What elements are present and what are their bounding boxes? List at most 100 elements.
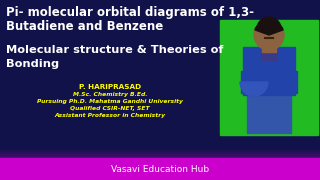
Bar <box>0 148 320 149</box>
Bar <box>0 148 320 149</box>
Bar <box>0 126 320 127</box>
Bar <box>0 108 320 109</box>
Bar <box>0 161 320 162</box>
Circle shape <box>254 20 284 50</box>
Bar <box>0 136 320 137</box>
Bar <box>0 50 320 51</box>
Bar <box>0 76 320 77</box>
Bar <box>0 147 320 148</box>
Bar <box>0 10 320 11</box>
Bar <box>0 70 320 71</box>
Bar <box>0 165 320 166</box>
Bar <box>0 90 320 91</box>
Bar <box>0 18 320 19</box>
Bar <box>0 81 320 82</box>
Bar <box>0 52 320 53</box>
Bar <box>0 111 320 112</box>
Bar <box>0 64 320 65</box>
Bar <box>0 47 320 48</box>
Bar <box>0 24 320 25</box>
Bar <box>0 103 320 104</box>
Text: M.Sc. Chemistry B.Ed.: M.Sc. Chemistry B.Ed. <box>73 92 147 97</box>
Bar <box>0 114 320 115</box>
Bar <box>0 97 320 98</box>
Bar <box>0 85 320 86</box>
Bar <box>0 79 320 80</box>
Bar <box>0 22 320 23</box>
Bar <box>0 81 320 82</box>
Bar <box>0 135 320 136</box>
Bar <box>0 143 320 144</box>
Wedge shape <box>257 17 281 29</box>
Bar <box>0 26 320 27</box>
Bar <box>0 130 320 131</box>
Bar <box>0 54 320 55</box>
Bar <box>0 28 320 29</box>
Bar <box>0 30 320 31</box>
Bar <box>0 153 320 154</box>
Bar <box>0 48 320 49</box>
Bar <box>0 45 320 46</box>
Text: Butadiene and Benzene: Butadiene and Benzene <box>6 20 163 33</box>
Bar <box>0 138 320 139</box>
Bar <box>0 18 320 19</box>
Bar <box>0 57 320 58</box>
Bar <box>0 163 320 164</box>
Bar <box>0 141 320 142</box>
Bar <box>0 13 320 14</box>
Bar <box>0 73 320 74</box>
Bar <box>0 149 320 150</box>
Bar <box>0 46 320 47</box>
Bar <box>0 155 320 156</box>
Bar <box>0 59 320 60</box>
Text: Vasavi Education Hub: Vasavi Education Hub <box>111 165 209 174</box>
Bar <box>0 144 320 145</box>
Bar <box>0 0 320 1</box>
Text: Assistant Professor in Chemistry: Assistant Professor in Chemistry <box>54 113 165 118</box>
Bar <box>0 30 320 31</box>
Bar <box>0 10 320 11</box>
Bar <box>0 111 320 112</box>
Bar <box>0 145 320 146</box>
Bar <box>0 101 320 102</box>
Bar <box>0 44 320 45</box>
Bar <box>0 55 320 56</box>
Bar <box>0 125 320 126</box>
Bar <box>0 142 320 143</box>
Bar <box>0 172 320 173</box>
Bar <box>0 51 320 52</box>
Bar <box>0 87 320 88</box>
Bar <box>0 84 320 85</box>
Bar <box>0 64 320 65</box>
Bar <box>0 20 320 21</box>
Text: Qualified CSIR-NET, SET: Qualified CSIR-NET, SET <box>70 106 150 111</box>
Bar <box>0 150 320 151</box>
Bar <box>0 46 320 47</box>
Bar <box>0 112 320 113</box>
Bar <box>0 134 320 135</box>
Bar <box>0 166 320 167</box>
Bar <box>0 62 320 63</box>
Bar <box>0 105 320 106</box>
Bar <box>0 51 320 52</box>
Bar <box>0 74 320 75</box>
Bar <box>0 98 320 99</box>
Bar <box>0 35 320 36</box>
Bar <box>0 108 320 109</box>
Bar <box>0 73 320 74</box>
Bar <box>0 1 320 2</box>
Bar <box>0 28 320 29</box>
Bar <box>0 96 320 97</box>
Bar <box>0 3 320 4</box>
Bar <box>0 151 320 152</box>
Bar <box>0 145 320 146</box>
Bar <box>0 122 320 123</box>
Bar <box>0 127 320 128</box>
Text: Molecular structure & Theories of: Molecular structure & Theories of <box>6 45 223 55</box>
Bar <box>0 166 320 167</box>
Bar <box>0 41 320 42</box>
Bar <box>0 178 320 179</box>
Bar <box>0 72 320 73</box>
Bar <box>0 118 320 119</box>
Bar <box>0 102 320 103</box>
